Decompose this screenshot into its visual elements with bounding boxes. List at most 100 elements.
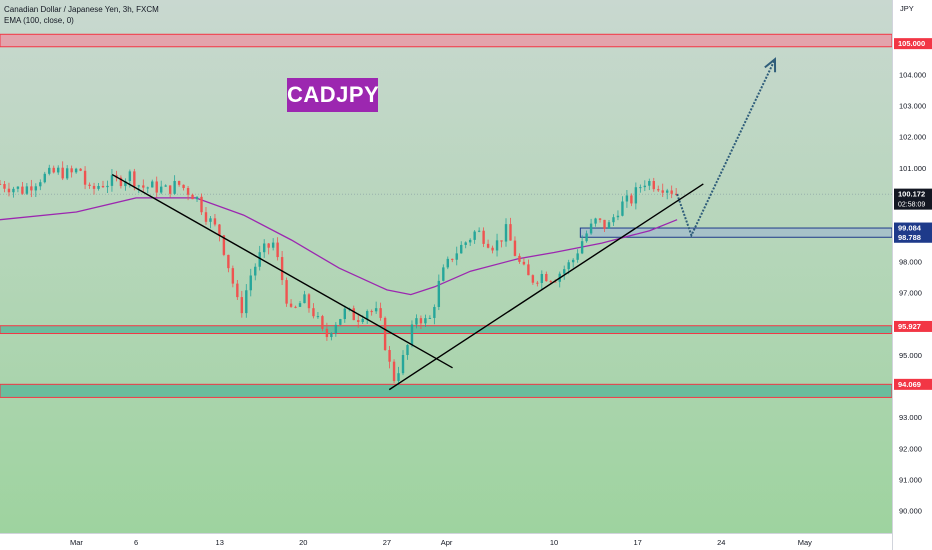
candle <box>392 359 396 384</box>
plot-background <box>0 0 892 533</box>
pair-annotation-label[interactable]: CADJPY <box>287 78 379 112</box>
candle <box>509 217 512 241</box>
symbol-title[interactable]: Canadian Dollar / Japanese Yen, 3h, FXCM <box>4 5 159 14</box>
candle <box>191 193 194 200</box>
time-tick-label: May <box>798 538 812 547</box>
candle <box>455 246 458 266</box>
candle <box>271 238 275 251</box>
candle <box>213 213 217 227</box>
candle <box>186 185 190 201</box>
candle <box>513 236 517 257</box>
candle <box>571 258 575 268</box>
candle <box>209 216 212 229</box>
candle <box>527 259 530 276</box>
candle <box>48 164 51 176</box>
time-tick-label: 10 <box>550 538 558 547</box>
candle <box>442 264 445 282</box>
candle <box>464 241 467 249</box>
candle <box>160 180 163 195</box>
candle <box>536 280 539 287</box>
candle <box>173 175 176 195</box>
ema-indicator-legend[interactable]: EMA (100, close, 0) <box>4 16 74 25</box>
candle <box>231 265 235 288</box>
candle <box>92 182 96 195</box>
candle <box>30 179 33 198</box>
candle <box>294 305 297 309</box>
candle <box>12 186 15 198</box>
candle <box>433 304 436 325</box>
candle <box>227 254 230 273</box>
candle <box>177 180 181 187</box>
price-tick-label: 95.000 <box>899 351 922 360</box>
candle <box>545 271 548 282</box>
candle <box>370 309 373 316</box>
descending-trendline <box>111 173 453 369</box>
candle <box>307 293 311 313</box>
candle <box>267 242 270 255</box>
candle <box>57 165 60 175</box>
candle <box>16 186 20 193</box>
countdown-timer: 02:58:09 <box>898 202 925 209</box>
candle <box>603 219 606 232</box>
candle <box>254 263 257 281</box>
price-label: 94.069 <box>894 378 932 390</box>
candle <box>468 238 472 246</box>
price-label-text: 95.927 <box>898 322 921 331</box>
price-tick-label: 102.000 <box>899 133 926 142</box>
candle <box>648 178 651 191</box>
candle <box>303 290 306 304</box>
projection-arrow <box>676 58 776 238</box>
candle <box>661 183 664 198</box>
candle <box>383 316 387 351</box>
candle <box>88 182 91 189</box>
candle <box>589 218 593 235</box>
price-axis-unit: JPY <box>900 4 914 13</box>
time-tick-label: 13 <box>216 538 224 547</box>
candle <box>580 235 584 255</box>
candle <box>504 218 508 247</box>
candle <box>410 320 414 348</box>
candle <box>240 290 244 318</box>
candle <box>70 165 73 178</box>
candle <box>34 183 38 197</box>
candle <box>666 188 669 200</box>
candle <box>652 177 655 192</box>
candle <box>164 184 167 187</box>
candle <box>289 299 293 308</box>
candle <box>218 223 221 242</box>
candle <box>424 314 427 327</box>
projection-arrowhead <box>764 57 777 73</box>
candle <box>245 284 248 318</box>
retest-box <box>579 227 892 238</box>
candle <box>7 182 11 197</box>
candle <box>477 227 481 233</box>
price-tick-label: 101.000 <box>899 164 926 173</box>
candle <box>204 207 208 225</box>
candle <box>316 311 320 319</box>
price-label: 100.172 02:58:09 <box>894 188 932 210</box>
candle <box>79 168 82 172</box>
candle <box>576 249 579 263</box>
candle <box>182 184 185 191</box>
candle <box>142 179 145 192</box>
candle <box>401 350 405 376</box>
price-label-text: 105.000 <box>898 39 925 48</box>
candle <box>285 277 288 307</box>
candle <box>598 218 602 223</box>
time-axis <box>0 533 892 550</box>
candle <box>21 182 24 195</box>
candle <box>460 241 463 254</box>
time-tick-label: 27 <box>383 538 391 547</box>
candle <box>200 193 203 216</box>
candle <box>639 184 642 193</box>
candle <box>334 322 338 337</box>
candle <box>612 214 615 226</box>
candle <box>643 180 647 192</box>
candle <box>594 217 597 227</box>
resistance-zone-105 <box>0 33 892 48</box>
time-tick-label: Apr <box>441 538 453 547</box>
candle <box>674 188 678 196</box>
candle <box>482 227 485 248</box>
candle <box>321 314 324 332</box>
